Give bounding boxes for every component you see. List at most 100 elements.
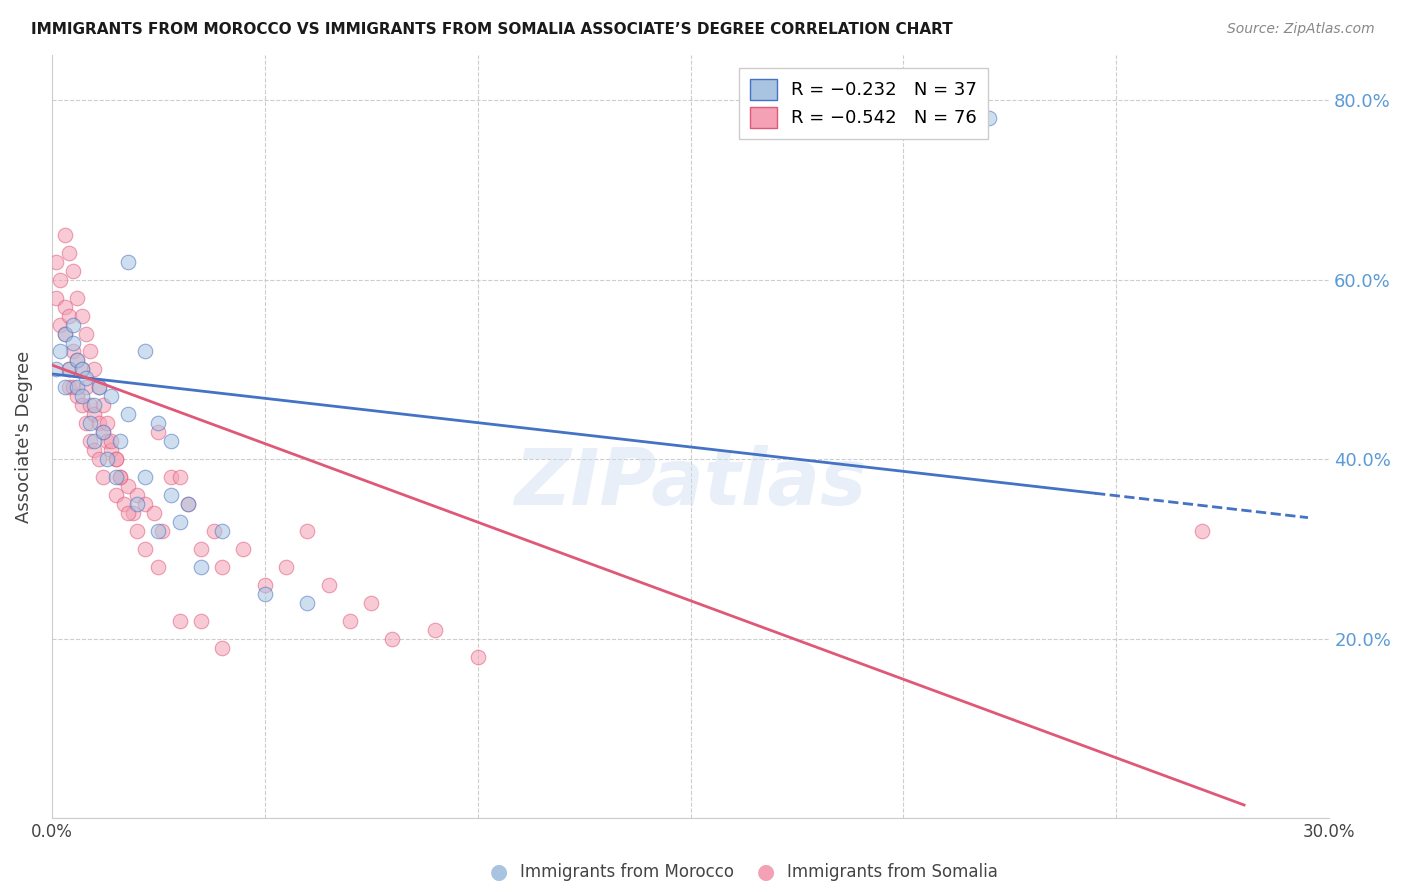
Point	[75, 380, 97, 394]
Point	[108, 434, 131, 449]
Point	[125, 497, 148, 511]
Point	[148, 524, 170, 538]
Point	[45, 291, 67, 305]
Point	[87, 380, 110, 394]
Point	[169, 614, 191, 628]
Point	[96, 434, 118, 449]
Text: ZIPatlas: ZIPatlas	[515, 444, 866, 521]
Point	[160, 434, 183, 449]
Point	[70, 362, 93, 376]
Point	[62, 335, 84, 350]
Point	[134, 344, 156, 359]
Point	[79, 398, 101, 412]
Point	[152, 524, 174, 538]
Point	[66, 291, 89, 305]
Point	[83, 443, 105, 458]
Point	[160, 470, 183, 484]
Point	[66, 353, 89, 368]
Point	[70, 309, 93, 323]
Point	[117, 479, 139, 493]
Point	[91, 425, 114, 440]
Point	[53, 227, 76, 242]
Point	[62, 344, 84, 359]
Text: Source: ZipAtlas.com: Source: ZipAtlas.com	[1227, 22, 1375, 37]
Point	[70, 398, 93, 412]
Point	[91, 470, 114, 484]
Point	[108, 470, 131, 484]
Text: IMMIGRANTS FROM MOROCCO VS IMMIGRANTS FROM SOMALIA ASSOCIATE’S DEGREE CORRELATIO: IMMIGRANTS FROM MOROCCO VS IMMIGRANTS FR…	[31, 22, 953, 37]
Point	[232, 542, 254, 557]
Point	[96, 452, 118, 467]
Point	[211, 640, 233, 655]
Point	[70, 362, 93, 376]
Point	[202, 524, 225, 538]
Point	[190, 560, 212, 574]
Point	[100, 443, 122, 458]
Point	[53, 326, 76, 341]
Point	[104, 470, 127, 484]
Point	[134, 470, 156, 484]
Point	[112, 497, 135, 511]
Point	[75, 371, 97, 385]
Legend: R = −0.232   N = 37, R = −0.542   N = 76: R = −0.232 N = 37, R = −0.542 N = 76	[740, 68, 988, 138]
Point	[117, 254, 139, 268]
Point	[91, 398, 114, 412]
Point	[45, 254, 67, 268]
Text: ●: ●	[758, 863, 775, 882]
Point	[148, 560, 170, 574]
Point	[117, 506, 139, 520]
Point	[339, 614, 361, 628]
Point	[190, 614, 212, 628]
Point	[100, 389, 122, 403]
Point	[96, 417, 118, 431]
Point	[169, 470, 191, 484]
Point	[62, 263, 84, 277]
Text: Immigrants from Morocco: Immigrants from Morocco	[520, 863, 734, 881]
Point	[423, 623, 446, 637]
Point	[49, 318, 72, 332]
Point	[83, 408, 105, 422]
Point	[274, 560, 297, 574]
Point	[148, 417, 170, 431]
Point	[142, 506, 165, 520]
Point	[79, 417, 101, 431]
Text: ●: ●	[491, 863, 508, 882]
Point	[91, 425, 114, 440]
Point	[108, 470, 131, 484]
Point	[253, 587, 276, 601]
Point	[318, 578, 340, 592]
Point	[49, 344, 72, 359]
Point	[53, 300, 76, 314]
Point	[49, 273, 72, 287]
Point	[177, 497, 200, 511]
Text: Immigrants from Somalia: Immigrants from Somalia	[787, 863, 998, 881]
Point	[53, 326, 76, 341]
Point	[297, 596, 319, 610]
Point	[125, 488, 148, 502]
Point	[177, 497, 200, 511]
Point	[62, 318, 84, 332]
Point	[104, 452, 127, 467]
Point	[83, 362, 105, 376]
Point	[211, 560, 233, 574]
Point	[79, 344, 101, 359]
Point	[75, 417, 97, 431]
Point	[66, 380, 89, 394]
Point	[87, 380, 110, 394]
Point	[66, 389, 89, 403]
Point	[75, 326, 97, 341]
Point	[58, 245, 80, 260]
Point	[253, 578, 276, 592]
Point	[160, 488, 183, 502]
Point	[104, 452, 127, 467]
Point	[87, 417, 110, 431]
Point	[87, 452, 110, 467]
Point	[134, 497, 156, 511]
Y-axis label: Associate's Degree: Associate's Degree	[15, 351, 32, 523]
Point	[58, 309, 80, 323]
Point	[79, 434, 101, 449]
Point	[53, 380, 76, 394]
Point	[58, 380, 80, 394]
Point	[121, 506, 143, 520]
Point	[62, 380, 84, 394]
